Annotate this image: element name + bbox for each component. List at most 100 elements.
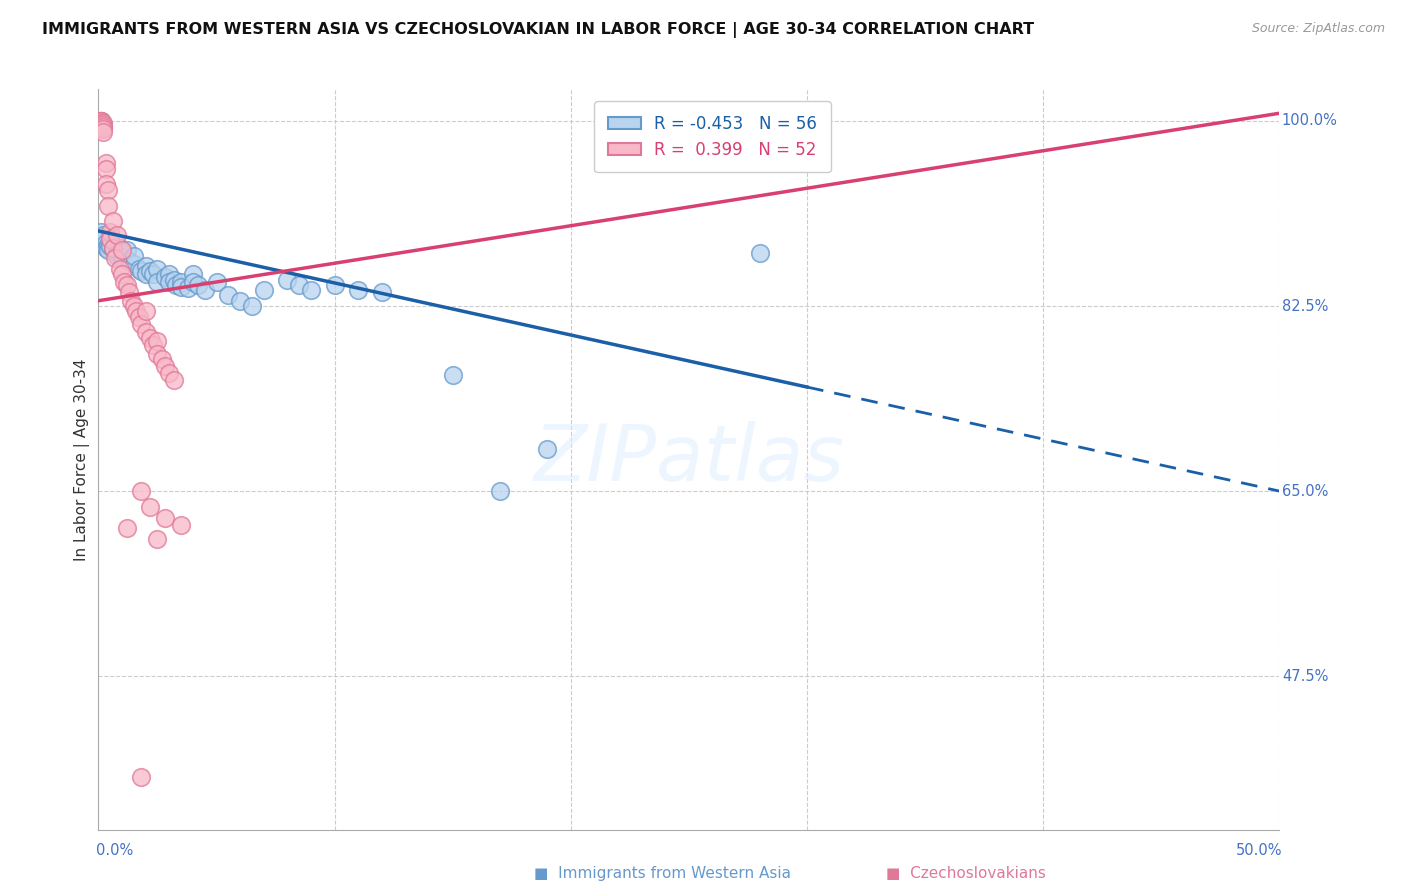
Point: [122, 257, 145, 271]
Point: [146, 262, 169, 277]
Point: [105, 245, 128, 260]
Point: [194, 283, 217, 297]
Point: [97, 243, 120, 257]
Point: [118, 253, 141, 268]
Point: [177, 281, 200, 295]
Point: [108, 241, 131, 255]
Point: [135, 268, 157, 282]
Legend: R = -0.453   N = 56, R =  0.399   N = 52: R = -0.453 N = 56, R = 0.399 N = 52: [595, 101, 831, 172]
Point: [146, 275, 169, 289]
Point: [170, 280, 193, 294]
Point: [170, 518, 193, 533]
Point: [115, 243, 138, 257]
Point: [128, 262, 150, 277]
Point: [94, 156, 117, 170]
Point: [129, 317, 152, 331]
Point: [139, 500, 162, 514]
Point: [139, 331, 162, 345]
Point: [157, 268, 180, 282]
Point: [91, 124, 114, 138]
Point: [91, 228, 114, 243]
Point: [240, 299, 263, 313]
Point: [146, 334, 169, 348]
Point: [153, 270, 176, 285]
Point: [135, 304, 157, 318]
Text: 100.0%: 100.0%: [1282, 113, 1337, 128]
Text: ■  Immigrants from Western Asia: ■ Immigrants from Western Asia: [534, 866, 792, 881]
Point: [98, 234, 121, 248]
Point: [163, 373, 186, 387]
Point: [91, 116, 114, 130]
Point: [90, 116, 112, 130]
Point: [323, 277, 346, 292]
Point: [111, 243, 134, 257]
Text: 50.0%: 50.0%: [1236, 843, 1282, 858]
Point: [125, 304, 148, 318]
Point: [253, 283, 276, 297]
Point: [98, 232, 121, 246]
Point: [90, 114, 112, 128]
Point: [101, 242, 124, 256]
Point: [90, 119, 112, 133]
Point: [91, 120, 114, 135]
Point: [128, 310, 150, 324]
Point: [129, 264, 152, 278]
Point: [157, 275, 180, 289]
Point: [163, 272, 186, 286]
Y-axis label: In Labor Force | Age 30-34: In Labor Force | Age 30-34: [75, 358, 90, 561]
Point: [115, 277, 138, 292]
Point: [146, 346, 169, 360]
Point: [115, 521, 138, 535]
Point: [441, 368, 464, 382]
Point: [153, 510, 176, 524]
Point: [229, 293, 252, 308]
Point: [288, 277, 311, 292]
Point: [104, 252, 127, 266]
Point: [347, 283, 370, 297]
Point: [139, 264, 162, 278]
Point: [97, 183, 120, 197]
Text: IMMIGRANTS FROM WESTERN ASIA VS CZECHOSLOVAKIAN IN LABOR FORCE | AGE 30-34 CORRE: IMMIGRANTS FROM WESTERN ASIA VS CZECHOSL…: [42, 22, 1035, 38]
Point: [276, 272, 298, 286]
Point: [489, 484, 512, 499]
Point: [112, 275, 135, 289]
Text: Source: ZipAtlas.com: Source: ZipAtlas.com: [1251, 22, 1385, 36]
Point: [205, 275, 228, 289]
Point: [187, 277, 209, 292]
Point: [111, 268, 134, 282]
Point: [129, 484, 152, 499]
Point: [98, 225, 121, 239]
Point: [122, 249, 145, 263]
Point: [121, 293, 143, 308]
Point: [90, 114, 112, 128]
Point: [105, 228, 128, 243]
Point: [105, 249, 128, 263]
Point: [142, 338, 165, 352]
Point: [91, 122, 114, 136]
Point: [90, 225, 112, 239]
Point: [181, 275, 204, 289]
Text: 65.0%: 65.0%: [1282, 483, 1329, 499]
Point: [170, 275, 193, 289]
Point: [135, 259, 157, 273]
Point: [135, 326, 157, 340]
Point: [150, 351, 173, 366]
Text: ■  Czechoslovakians: ■ Czechoslovakians: [886, 866, 1046, 881]
Point: [101, 214, 124, 228]
Point: [98, 238, 121, 252]
Point: [129, 770, 152, 784]
Point: [104, 235, 127, 249]
Text: 47.5%: 47.5%: [1282, 669, 1329, 683]
Text: 82.5%: 82.5%: [1282, 299, 1329, 313]
Point: [97, 237, 120, 252]
Point: [181, 268, 204, 282]
Point: [90, 118, 112, 132]
Point: [153, 359, 176, 374]
Text: 0.0%: 0.0%: [96, 843, 134, 858]
Point: [90, 230, 112, 244]
Point: [90, 114, 112, 128]
Point: [94, 178, 117, 192]
Point: [118, 285, 141, 300]
Point: [94, 235, 117, 250]
Point: [94, 241, 117, 255]
